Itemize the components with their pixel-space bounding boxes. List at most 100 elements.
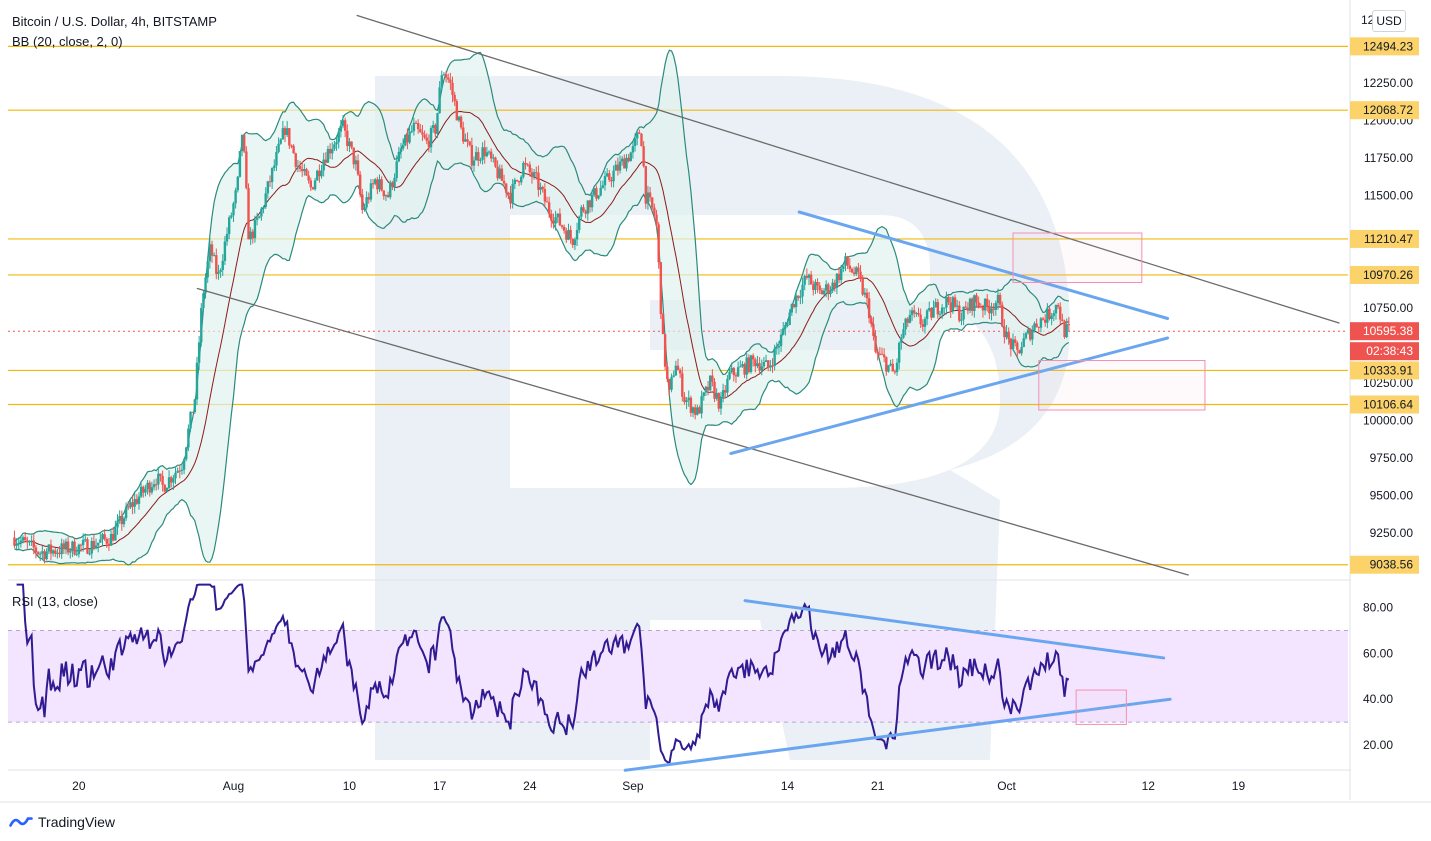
candle-body	[109, 533, 113, 546]
candle-body	[691, 407, 695, 413]
candle-body	[416, 123, 420, 130]
candle	[66, 537, 70, 556]
candle-body	[640, 133, 643, 147]
candle-body	[406, 134, 409, 143]
candle-body	[582, 207, 585, 212]
tradingview-brand[interactable]: TradingView	[8, 811, 115, 833]
candle-body	[1011, 339, 1015, 350]
candle-body	[777, 345, 781, 348]
candle	[339, 119, 343, 138]
candle-body	[1024, 333, 1028, 339]
candle-body	[32, 540, 35, 548]
candle-body	[300, 169, 304, 172]
candle	[309, 177, 312, 191]
candle	[651, 197, 654, 211]
candle	[539, 182, 542, 195]
candle	[979, 303, 982, 309]
candle-body	[816, 281, 819, 286]
candle-body	[193, 399, 197, 413]
candle	[127, 501, 130, 511]
candle-body	[655, 214, 658, 225]
candle-body	[266, 181, 270, 194]
candle-body	[363, 207, 366, 210]
candle-body	[232, 203, 235, 216]
level-label-text: 10333.91	[1363, 363, 1413, 377]
candle	[393, 173, 396, 192]
candle-body	[947, 296, 950, 303]
candle-body	[189, 411, 192, 429]
candle	[878, 347, 882, 356]
candle	[1020, 341, 1023, 356]
level-label-text: 10106.64	[1363, 398, 1413, 412]
candle	[532, 169, 536, 180]
candle	[341, 115, 345, 129]
candle	[582, 204, 585, 213]
candle-body	[479, 159, 482, 161]
candle-body	[799, 296, 802, 298]
candle	[290, 144, 293, 149]
rsi-series	[16, 583, 1070, 766]
candle-body	[288, 128, 291, 146]
candle	[887, 365, 890, 373]
candle-body	[1028, 329, 1032, 340]
candle	[438, 81, 441, 114]
candle-body	[668, 379, 671, 390]
candle	[784, 321, 787, 336]
candle	[986, 294, 989, 312]
candle-body	[730, 367, 733, 373]
candle	[599, 180, 602, 197]
candle	[64, 538, 68, 555]
candle	[361, 188, 364, 214]
candle	[805, 268, 809, 280]
candle	[88, 548, 91, 556]
candle-body	[569, 229, 572, 239]
candle-body	[88, 553, 91, 555]
candle-body	[608, 173, 611, 180]
candle	[526, 163, 529, 167]
candle	[612, 165, 615, 188]
candle-body	[625, 157, 628, 169]
candle-body	[249, 231, 252, 240]
candle-body	[552, 220, 555, 224]
candle-body	[535, 172, 538, 174]
candle	[470, 137, 474, 170]
candle	[517, 180, 521, 187]
candle	[736, 361, 740, 378]
time-axis[interactable]: 20 Aug 10 17 24 Sep 14 21 Oct 12 19	[72, 779, 1245, 793]
candle	[593, 187, 596, 197]
price-tick-label: 12250.00	[1363, 76, 1413, 90]
price-tick-label: 9500.00	[1370, 489, 1414, 503]
candle-body	[498, 168, 501, 179]
candle	[316, 169, 319, 181]
currency-button[interactable]: USD	[1372, 10, 1406, 32]
candle-body	[766, 360, 770, 368]
price-tick-label: 11750.00	[1364, 151, 1413, 165]
candle-body	[644, 166, 647, 204]
candle	[958, 301, 961, 323]
last-price-text: 10595.38	[1363, 324, 1413, 338]
candle-body	[378, 179, 381, 190]
candle	[687, 390, 690, 407]
candle-body	[968, 298, 972, 311]
candle-body	[958, 305, 961, 321]
candle-body	[348, 141, 351, 147]
candle-body	[844, 256, 847, 266]
candle-body	[949, 302, 952, 311]
candle-body	[704, 386, 708, 393]
candle	[1037, 326, 1040, 332]
candle-body	[762, 362, 766, 367]
candle	[932, 300, 935, 318]
candle	[449, 72, 452, 90]
candle-body	[709, 375, 712, 391]
candle-body	[397, 151, 401, 162]
candle-body	[850, 268, 854, 273]
price-axis[interactable]: 12250.0012000.0011750.0011500.0010750.00…	[1350, 0, 1431, 800]
candle	[930, 307, 933, 321]
candle	[801, 277, 804, 304]
candle-body	[571, 238, 574, 246]
candle	[554, 210, 557, 231]
candle	[45, 548, 48, 561]
candle-body	[537, 172, 540, 190]
candle-body	[874, 335, 877, 352]
